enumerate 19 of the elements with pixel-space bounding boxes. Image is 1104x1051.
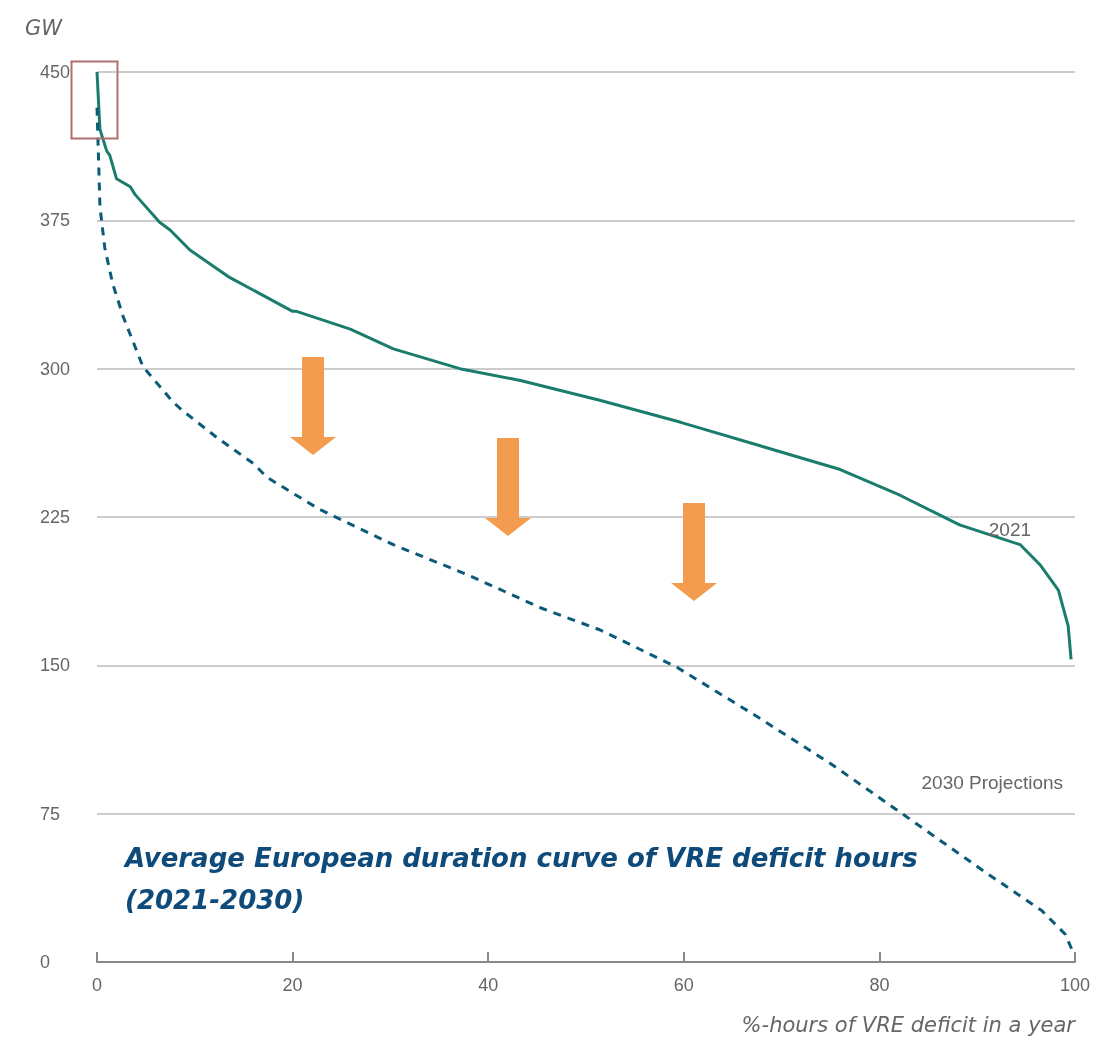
x-tick-label: 60 [673, 975, 694, 995]
x-tick-label: 100 [1059, 975, 1091, 995]
x-axis-title: %-hours of VRE deficit in a year [741, 1012, 1077, 1037]
y-tick-label: 450 [40, 62, 71, 82]
x-tick-label: 0 [91, 975, 103, 995]
x-tick-label: 20 [282, 975, 303, 995]
y-tick-label: 225 [40, 507, 71, 527]
line-series [95, 70, 1073, 661]
x-tick-label: 40 [478, 975, 499, 995]
y-tick-label: 75 [40, 803, 61, 824]
series-label: 2021 [988, 518, 1032, 540]
series-label: 2030 Projections [921, 771, 1064, 793]
x-tick-label: 80 [869, 975, 890, 995]
y-tick-label: 0 [40, 952, 51, 972]
y-tick-label: 375 [40, 210, 71, 231]
y-tick-label: 150 [40, 655, 71, 676]
text: Average European duration curve of VRE deficit hours (2021-2030) [123, 843, 927, 915]
y-axis-title: GW [25, 15, 64, 40]
y-tick-label: 300 [40, 358, 71, 379]
